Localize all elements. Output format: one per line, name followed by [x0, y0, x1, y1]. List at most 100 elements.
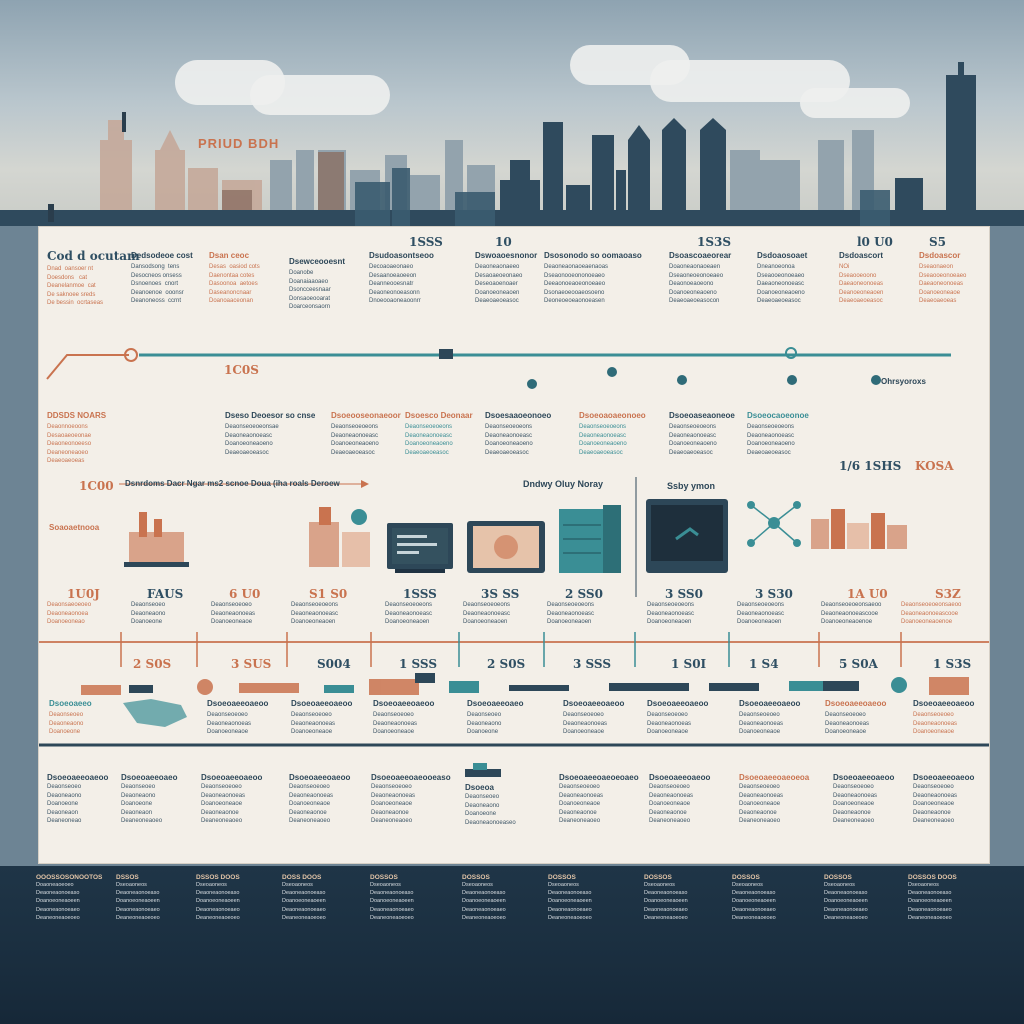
row4-col10-year: 1 S3S	[933, 657, 972, 671]
row4-col5-text: Deaonseoeo Deaoneaono Doanoeone	[467, 712, 502, 736]
row1-col9-text: Dneanoeonoa Dseaooeonoeaeo Daeaoneonoeas…	[757, 264, 805, 305]
timeline-dot	[607, 367, 617, 377]
server-icon	[559, 505, 621, 573]
row4-col2-head: Dsoeoaeeoaeoo	[207, 699, 269, 708]
row4-col6-text: Deaonseoeoeo Deaoneaonoeas Doanoeoneaoe	[563, 712, 608, 736]
row5-col2-text: Deaonseoeo Deaoneaono Doanoeone Deaoneao…	[121, 784, 163, 825]
row4-col8-head: Dsoeoaeeoaeoo	[739, 699, 801, 708]
row3-col2-year: FAUS	[147, 587, 184, 601]
row2-col1-head: DDSDS NOARS	[47, 411, 107, 420]
network-icon	[747, 501, 801, 547]
row4-col7-year: 1 S0I	[671, 657, 707, 671]
row5-col7-text: Deaonseoeoeo Deaoneaonoeas Doanoeoneaoe …	[559, 784, 604, 825]
row3-col6-year: 3S SS	[481, 587, 520, 601]
row4-col1-year: 2 S0S	[133, 657, 172, 671]
footer-heading: DSSOS	[116, 874, 139, 881]
row1-col1-text: Dnad oansoer nt Doesdons cat Deanelanmoe…	[47, 266, 104, 307]
row4-col10-text: Deaonseoeoeo Deaoneaonoeas Doanoeoneaoe	[913, 712, 958, 736]
footer-heading: DOSSOS	[370, 874, 398, 881]
footer-heading: DOSSOS	[548, 874, 576, 881]
row2-year: 1C0S	[224, 363, 259, 377]
row3-year: 1C00	[79, 479, 114, 493]
row5-col7-head: Dsoeoaeeoaeoeoaeo	[559, 773, 639, 782]
footer-text: Dseoaoneos Deaoneaonoeaso Doanoeoneaoeen…	[282, 882, 326, 921]
row3-col9-year: 3 S30	[755, 587, 793, 601]
row1-col7-text: Deaoneaonaoeaenaoas Dseaonooeononoeaeo D…	[544, 264, 609, 305]
row3-col11-text: Deaonseoeoeonsaeoo Deaoneaonoeascooe Doa…	[901, 602, 962, 626]
monitor-icon	[646, 499, 728, 573]
footer-heading: DOSSOS	[732, 874, 760, 881]
row3-col10-year: 1A U0	[847, 587, 888, 601]
footer-text: Dseoaoneos Deaoneaonoeaso Doanoeoneaoeen…	[462, 882, 506, 921]
row2-col3-text: Deaonseoeoeons Deaoneaonoeasc Doanoeonea…	[331, 424, 379, 456]
row3-col6-text: Deaonseoeoeons Deaoneaonoeasc Doanoeonea…	[463, 602, 511, 626]
timeline-dot	[787, 375, 797, 385]
row3-col3-text: Deaonseoeoeo Deaoneaonoeas Doanoeoneaoe	[211, 602, 256, 626]
row3-col1-text: Deaonsaeoeoeo Deaoneaonoea Doanoeoneao	[47, 602, 92, 626]
row3-col11-year: S3Z	[935, 587, 961, 601]
row4-col3-year: S004	[317, 657, 351, 671]
footer-column: DOSSOS Dseoaoneos Deaoneaonoeaso Doanoeon…	[732, 874, 812, 922]
footer-column: DOSSOS Dseoaoneos Deaoneaonoeaso Doanoeon…	[462, 874, 542, 922]
cloud	[250, 75, 390, 115]
row3-col5-year: 1SSS	[403, 587, 437, 601]
row5-col8-text: Deaonseoeoeo Deaoneaonoeas Doanoeoneaoe …	[649, 784, 694, 825]
row5-col4-text: Deaonseoeoeo Deaoneaonoeas Doanoeoneaoe …	[289, 784, 334, 825]
footer-column: DOSSOS DOOS Dseoaoneos Deaoneaonoeaso Doa…	[908, 874, 988, 922]
footer-heading: DOSS DOOS	[282, 874, 322, 881]
row1-col3-head: Dsan ceoc	[209, 251, 250, 260]
row5-col9-head: Dsoeoaeeoaeoeoa	[739, 773, 810, 782]
row1-col4-head: Dsewceooesnt	[289, 257, 346, 266]
row1-col5-head: Dsudoasontseoo	[369, 251, 434, 260]
row2-label-right: Ohrsyoroxs	[881, 377, 926, 386]
footer-column: DSSOS DOOS Dseoaoneos Deaoneaonoeaso Doan…	[196, 874, 276, 922]
row5-col10-text: Deaonseoeoeo Deaoneaonoeas Doanoeoneaoe …	[833, 784, 878, 825]
row5-col3-head: Dsoeoaeeoaeoo	[201, 773, 263, 782]
row4-col7-text: Deaonseoeoeo Deaoneaonoeas Doanoeoneaoe	[647, 712, 692, 736]
row3-banner: Dsnrdoms Dacr Ngar ms2 scnoe Doua (iha r…	[125, 479, 340, 488]
timeline-dot	[677, 375, 687, 385]
row4-col5-year: 2 S0S	[487, 657, 526, 671]
row1-col6-year: 10	[495, 235, 512, 249]
vehicles-row-icons	[81, 673, 969, 695]
footer-text: Dseoaoneos Deaoneaonoeaso Doanoeoneaoeen…	[908, 882, 952, 921]
building-icon	[309, 507, 370, 567]
row5-col10-head: Dsoeoaeeoaeoo	[833, 773, 895, 782]
footer-heading: OOOSSOSONOOTOS	[36, 874, 103, 881]
row1-col11-text: Dseaonaeon Dseaooeonoeaeo Daeaoneonoeas …	[919, 264, 967, 305]
row4-col6-head: Dsoeoaeeoaeoo	[563, 699, 625, 708]
row5-col8-head: Dsoeoaeeoaeoo	[649, 773, 711, 782]
row2-col3-head: Dsoeooseonaeoor	[331, 411, 401, 420]
footer-column: DOSSOS Dseoaoneos Deaoneaonoeaso Doanoeon…	[824, 874, 904, 922]
footer-text: Dseoaoneos Deaoneaonoeaso Doanoeoneaoeen…	[116, 882, 160, 921]
row1-col10-head: Dsdoascort	[839, 251, 884, 260]
row5-col2-head: Dsoeoaeeoaeo	[121, 773, 178, 782]
row4-col9-text: Deaonseoeoeo Deaoneaonoeas Doanoeoneaoe	[825, 712, 870, 736]
row4-col10-head: Dsoeoaeeoaeoo	[913, 699, 975, 708]
row1-col1-title: Cod d ocutam	[47, 249, 140, 263]
row4-col1-text: Deaonseoeo Deaoneaono Doanoeone	[49, 712, 84, 736]
tablet-icon	[467, 521, 545, 573]
row1-col8-year: 1S3S	[697, 235, 732, 249]
row4-col2-text: Deaonseoeoeo Deaoneaonoeas Doanoeoneaoe	[207, 712, 252, 736]
row1-col8-head: Dsoascoaeorear	[669, 251, 732, 260]
cloud	[800, 88, 910, 118]
row2-col2-head: Dseso Deoesor so cnse	[225, 411, 316, 420]
row1-col4-text: Doanobe Doanaiaaoaeo Dsoncceesnaar Donsa…	[289, 270, 331, 311]
row3-right-title: 1/6 1SHS	[839, 459, 902, 473]
row2-col6-text: Deaonseoeoeons Deaoneaonoeasc Doanoeonea…	[579, 424, 627, 456]
row4-col2-year: 3 SUS	[231, 657, 272, 671]
row3-col10-text: Deaonseoeoeonsaeoo Deaoneaonoeascooe Doa…	[821, 602, 882, 626]
row4-col9-year: 5 S0A	[839, 657, 878, 671]
footer-heading: DOSSOS	[462, 874, 490, 881]
footer-heading: DSSOS DOOS	[196, 874, 240, 881]
row3-col1-year: 1U0J	[67, 587, 100, 601]
row5-col11-head: Dsoeoaeeoaeoo	[913, 773, 975, 782]
factory-icon	[124, 512, 189, 567]
row1-col7-head: Dsosonodo so oomaoaso	[544, 251, 642, 260]
row4-col3-text: Deaonseoeoeo Deaoneaonoeas Doanoeoneaoe	[291, 712, 336, 736]
footer-text: Dseoaoneos Deaoneaonoeaso Doanoeoneaoeen…	[370, 882, 414, 921]
footer-text: Dseoaoneos Deaoneaonoeaso Doanoeoneaoeen…	[644, 882, 688, 921]
row5-col9-text: Deaonseoeoeo Deaoneaonoeas Doanoeoneaoe …	[739, 784, 784, 825]
row3-right-title2: KOSA	[915, 459, 954, 473]
